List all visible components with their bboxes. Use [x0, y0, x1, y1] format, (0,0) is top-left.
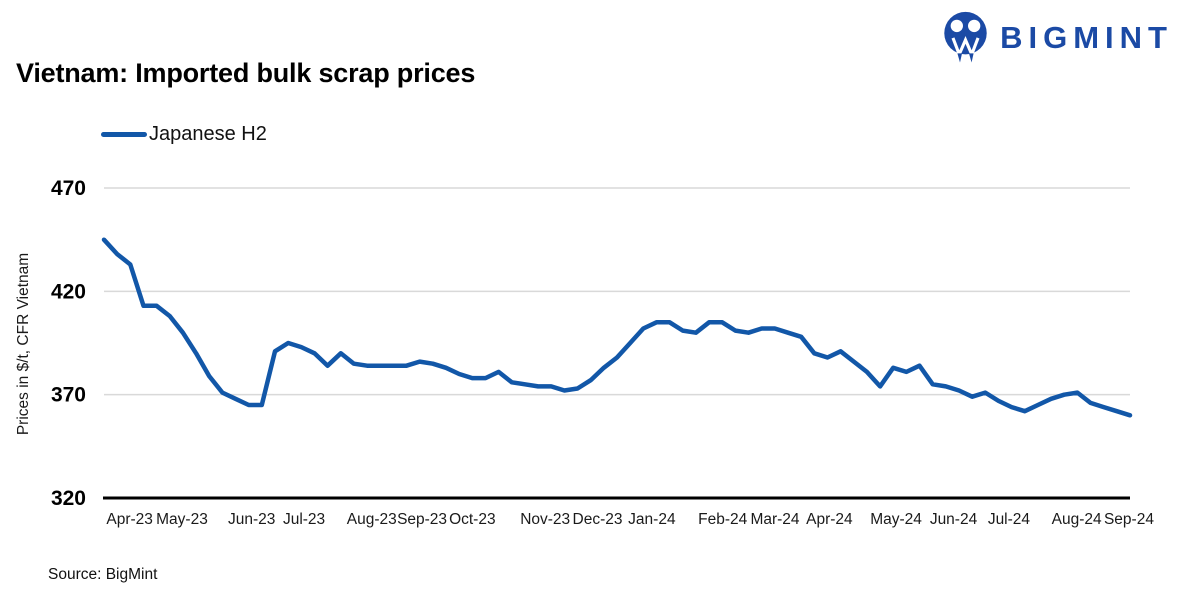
x-tick-label: May-23	[156, 511, 208, 528]
x-tick-label: Apr-24	[806, 511, 853, 528]
x-tick-label: Feb-24	[698, 511, 747, 528]
legend: Japanese H2	[101, 123, 267, 146]
bigmint-logo-text: BIGMINT	[1000, 19, 1173, 55]
x-tick-label: Jul-23	[283, 511, 325, 528]
legend-label: Japanese H2	[149, 123, 267, 145]
x-tick-label: May-24	[870, 511, 922, 528]
x-tick-label: Sep-24	[1104, 511, 1154, 528]
x-tick-label: Jun-23	[228, 511, 275, 528]
x-tick-label: Aug-24	[1052, 511, 1102, 528]
x-tick-label: Apr-23	[106, 511, 153, 528]
bigmint-logo: BIGMINT	[941, 10, 1173, 64]
x-tick-label: Oct-23	[449, 511, 496, 528]
x-tick-label: Mar-24	[750, 511, 799, 528]
bigmint-people-m-icon	[944, 11, 987, 63]
y-tick-label: 320	[51, 487, 86, 510]
x-tick-label: Dec-23	[573, 511, 623, 528]
y-axis-title: Prices in $/t, CFR Vietnam	[15, 252, 32, 436]
x-tick-label: Jul-24	[988, 511, 1031, 528]
x-tick-label: Sep-23	[397, 511, 447, 528]
legend-line-swatch	[101, 132, 147, 137]
x-tick-label: Aug-23	[347, 511, 397, 528]
x-tick-label: Jun-24	[930, 511, 978, 528]
source-note: Source: BigMint	[48, 566, 158, 583]
x-tick-label: Nov-23	[520, 511, 570, 528]
chart-title: Vietnam: Imported bulk scrap prices	[16, 58, 476, 88]
y-tick-label: 470	[51, 177, 86, 200]
series-line-japanese-h2	[101, 237, 1133, 418]
y-tick-label: 370	[51, 384, 86, 407]
y-tick-label: 420	[51, 280, 86, 303]
x-tick-label: Jan-24	[628, 511, 676, 528]
